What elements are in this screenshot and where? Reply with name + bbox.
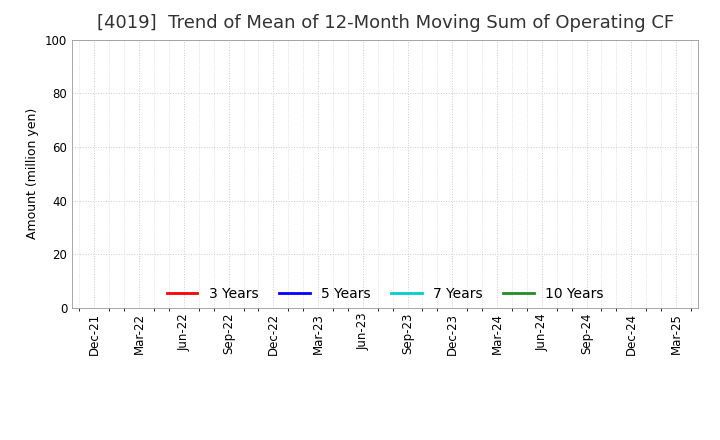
Legend: 3 Years, 5 Years, 7 Years, 10 Years: 3 Years, 5 Years, 7 Years, 10 Years: [161, 281, 609, 306]
Title: [4019]  Trend of Mean of 12-Month Moving Sum of Operating CF: [4019] Trend of Mean of 12-Month Moving …: [96, 15, 674, 33]
Y-axis label: Amount (million yen): Amount (million yen): [27, 108, 40, 239]
